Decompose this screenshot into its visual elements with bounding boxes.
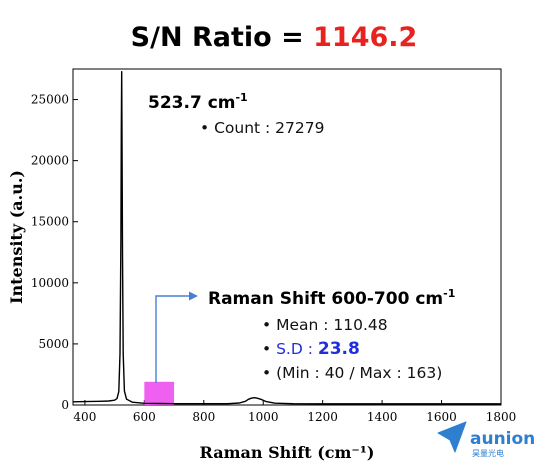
x-tick-label: 1600 [426, 410, 457, 424]
x-tick-label: 1400 [367, 410, 398, 424]
logo-name: aunion [470, 429, 535, 449]
y-tick-label: 0 [61, 398, 69, 412]
noise-sd-value: 23.8 [318, 339, 360, 359]
x-axis-label: Raman Shift (cm⁻¹) [200, 443, 375, 462]
plot-frame [72, 68, 502, 406]
noise-sd-prefix: • [262, 340, 276, 358]
noise-arrow-head [189, 291, 198, 301]
noise-sd: • S.D : 23.8 [262, 339, 360, 359]
title-value: 1146.2 [313, 22, 417, 53]
peak-label: 523.7 cm-1 [148, 91, 248, 113]
noise-label-sup: -1 [443, 287, 455, 300]
series-group [72, 70, 501, 405]
paper-plane-icon [437, 421, 467, 453]
x-tick-label: 400 [73, 410, 96, 424]
y-tick-label: 15000 [31, 215, 69, 229]
x-tick-label: 1200 [307, 410, 338, 424]
y-axis-ticks: 0 5000 10000 15000 20000 25000 [31, 93, 78, 412]
highlight-region-group [144, 381, 175, 405]
y-tick-label: 25000 [31, 93, 69, 107]
noise-label-text: Raman Shift 600-700 cm [208, 289, 443, 309]
y-axis-label: Intensity (a.u.) [7, 170, 26, 304]
brand-logo: aunion 昊量光电 [437, 421, 535, 458]
peak-label-sup: -1 [235, 91, 247, 104]
x-tick-label: 1800 [486, 410, 517, 424]
x-tick-label: 1000 [248, 410, 279, 424]
noise-arrow-line [155, 295, 190, 383]
x-axis-ticks: 400 600 800 1000 1200 1400 1600 1800 [73, 400, 516, 424]
spectrum-line [72, 70, 501, 405]
noise-sd-label: S.D : [276, 340, 318, 358]
logo-sub: 昊量光电 [472, 448, 504, 458]
noise-label: Raman Shift 600-700 cm-1 [208, 287, 455, 309]
y-tick-label: 10000 [31, 276, 69, 290]
peak-label-text: 523.7 cm [148, 93, 235, 113]
highlight-region [144, 381, 175, 405]
x-tick-label: 600 [133, 410, 156, 424]
y-tick-label: 5000 [38, 337, 69, 351]
x-tick-label: 800 [192, 410, 215, 424]
peak-count: • Count : 27279 [200, 119, 324, 137]
title-prefix: S/N Ratio = [131, 22, 313, 53]
y-tick-label: 20000 [31, 154, 69, 168]
noise-minmax: • (Min : 40 / Max : 163) [262, 364, 442, 382]
chart-title: S/N Ratio = 1146.2 [131, 22, 418, 53]
noise-mean: • Mean : 110.48 [262, 316, 388, 334]
